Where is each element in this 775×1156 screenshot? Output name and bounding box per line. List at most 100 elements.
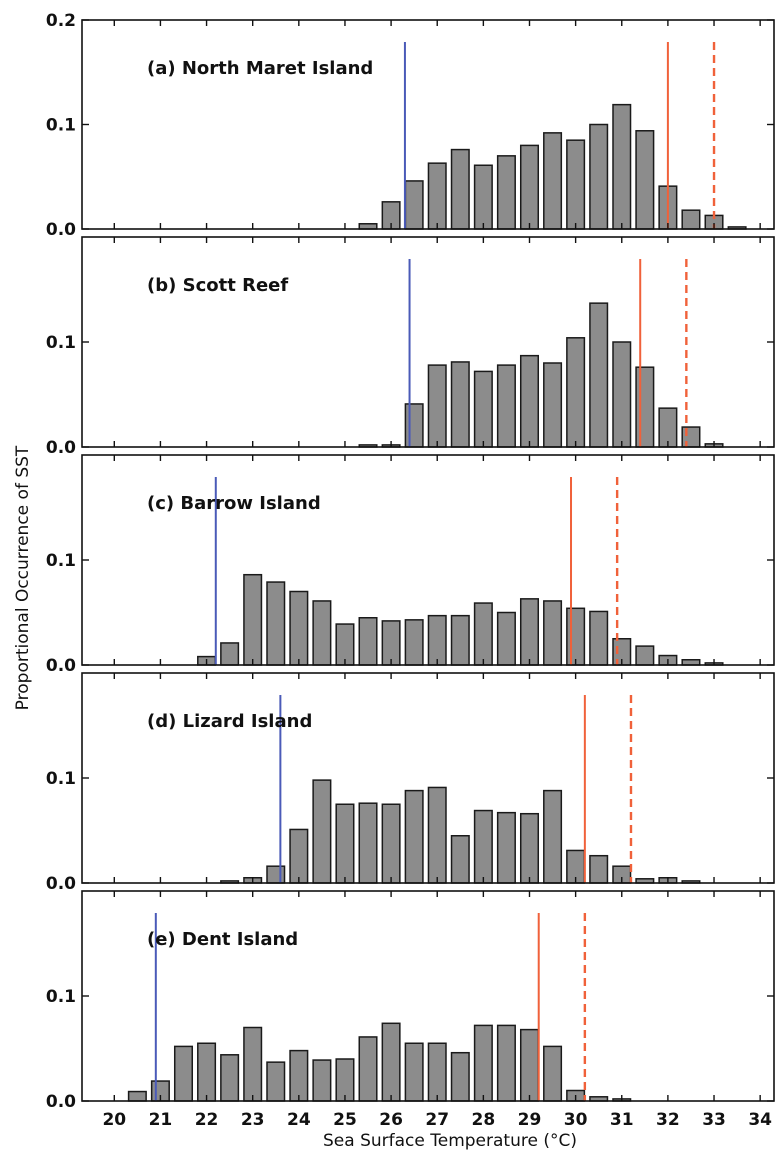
bar — [473, 1024, 493, 1102]
bar — [543, 362, 563, 448]
panels-group: 0.0 0.1 0.2 (a) North Maret Island 0.0 0.1 (b)… — [46, 11, 775, 1112]
bar — [404, 619, 424, 666]
bar — [496, 811, 516, 884]
x-tick-label: 27 — [425, 1110, 449, 1130]
bar — [519, 812, 540, 884]
y-tick-label: 0.0 — [46, 1092, 76, 1112]
bar — [243, 1026, 263, 1102]
bar — [612, 103, 632, 230]
bar — [589, 854, 609, 884]
x-tick-label: 25 — [333, 1110, 357, 1130]
x-tick-label: 31 — [610, 1110, 634, 1130]
bar — [496, 611, 516, 666]
y-tick-label: 0.0 — [46, 438, 76, 458]
y-tick-label: 0.2 — [46, 11, 76, 31]
x-tick-label: 26 — [379, 1110, 403, 1130]
bar — [404, 180, 424, 230]
bar — [266, 1061, 286, 1102]
bar — [127, 1090, 147, 1102]
bar — [381, 620, 401, 666]
bar — [266, 865, 286, 884]
bar — [450, 614, 470, 666]
bar — [404, 1042, 424, 1102]
x-tick-label: 33 — [702, 1110, 726, 1130]
bar — [519, 144, 540, 230]
bar — [266, 581, 286, 666]
bar — [496, 155, 516, 230]
bar — [589, 123, 609, 230]
bar — [312, 600, 332, 666]
bar — [473, 809, 493, 884]
panel-title: (a) North Maret Island — [147, 58, 373, 79]
bar — [427, 1042, 447, 1102]
bar — [312, 779, 332, 884]
y-tick-label: 0.1 — [46, 116, 76, 136]
x-tick-label: 20 — [102, 1110, 126, 1130]
bar — [543, 132, 563, 230]
y-tick-label: 0.0 — [46, 220, 76, 240]
bar — [473, 164, 493, 230]
x-axis-label: Sea Surface Temperature (°C) — [323, 1131, 577, 1151]
bar — [197, 1042, 217, 1102]
bar — [381, 803, 401, 884]
bar — [173, 1045, 194, 1102]
panel-4: 0.0 0.1 (e) Dent Island — [46, 890, 775, 1112]
bar — [635, 366, 655, 448]
panel-1: 0.0 0.1 (b) Scott Reef — [46, 236, 775, 458]
bar — [519, 354, 540, 448]
bar — [496, 364, 516, 448]
x-tick-label: 21 — [149, 1110, 173, 1130]
bar — [358, 1036, 378, 1102]
x-tick-label: 22 — [195, 1110, 219, 1130]
x-axis: 20 21 22 23 24 25 26 27 28 29 30 31 32 33 34 — [102, 1110, 772, 1130]
bar — [543, 600, 563, 666]
y-tick-label: 0.1 — [46, 987, 76, 1007]
bar — [589, 610, 609, 666]
bar — [450, 1051, 470, 1102]
bar — [589, 302, 609, 448]
bar — [566, 337, 586, 448]
y-tick-label: 0.0 — [46, 656, 76, 676]
bar — [289, 590, 309, 666]
x-tick-label: 29 — [518, 1110, 542, 1130]
bar — [427, 614, 447, 666]
bar — [427, 162, 447, 230]
x-tick-label: 34 — [748, 1110, 772, 1130]
bar — [312, 1059, 332, 1102]
panel-title: (b) Scott Reef — [147, 275, 288, 296]
bar — [335, 1058, 355, 1102]
bar — [543, 1045, 563, 1102]
bar — [404, 403, 424, 448]
bar — [404, 789, 424, 884]
bar — [220, 1054, 240, 1102]
panel-2: 0.0 0.1 (c) Barrow Island — [46, 454, 775, 676]
bar — [681, 209, 701, 230]
y-axis-label: Proportional Occurrence of SST — [13, 445, 33, 710]
y-tick-label: 0.1 — [46, 769, 76, 789]
y-tick-label: 0.1 — [46, 333, 76, 353]
panel-title: (c) Barrow Island — [147, 493, 321, 514]
bar — [335, 623, 355, 666]
bar — [220, 642, 240, 666]
x-tick-label: 30 — [564, 1110, 588, 1130]
bar — [681, 426, 701, 448]
bar — [450, 148, 470, 230]
panel-0: 0.0 0.1 0.2 (a) North Maret Island — [46, 11, 775, 240]
panel-title: (e) Dent Island — [147, 929, 298, 950]
panel-3: 0.0 0.1 (d) Lizard Island — [46, 672, 775, 894]
bar — [450, 361, 470, 448]
x-tick-label: 23 — [241, 1110, 265, 1130]
bar — [473, 602, 493, 666]
bar — [427, 786, 447, 884]
y-tick-label: 0.0 — [46, 874, 76, 894]
bar — [381, 1022, 401, 1102]
bar — [496, 1024, 516, 1102]
bar — [566, 139, 586, 230]
bar — [450, 835, 470, 884]
panel-title: (d) Lizard Island — [147, 711, 312, 732]
bar — [635, 645, 655, 666]
bar — [519, 1028, 540, 1102]
bar — [335, 803, 355, 884]
bar — [543, 789, 563, 884]
